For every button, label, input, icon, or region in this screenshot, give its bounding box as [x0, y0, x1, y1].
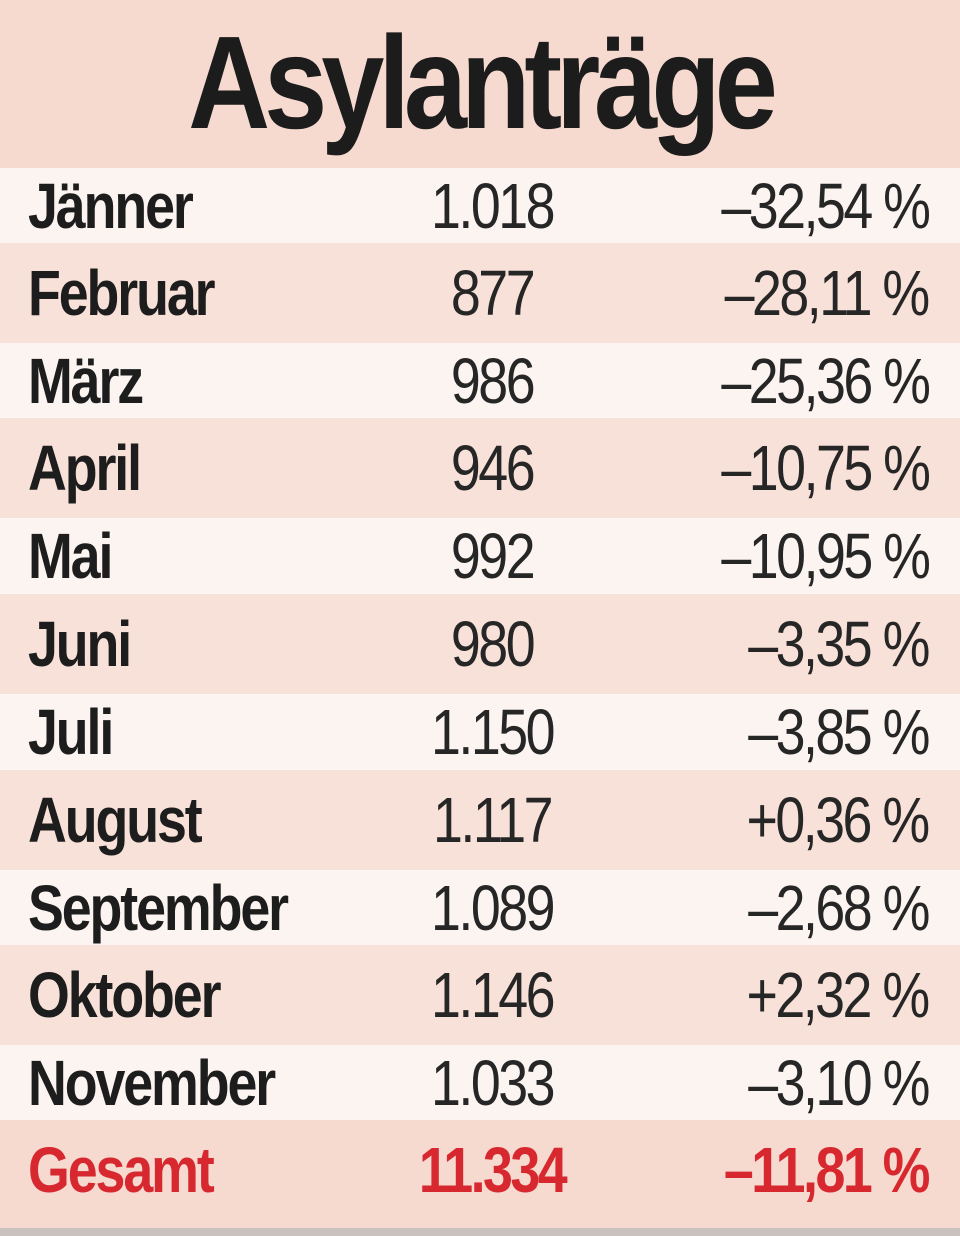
- change-percent: –3,85 %: [748, 696, 930, 768]
- change-percent: –2,68 %: [748, 871, 930, 944]
- change-percent: –10,95 %: [720, 520, 931, 592]
- table-row: Juni 980 –3,35 %: [0, 594, 960, 694]
- application-count: 1.117: [433, 784, 553, 856]
- bottom-divider: [0, 1228, 960, 1236]
- chart-title: Asylanträge: [188, 8, 778, 156]
- table-row: Jänner 1.018 –32,54 %: [0, 168, 960, 243]
- total-count: 11.334: [418, 1134, 568, 1206]
- month-label: Juni: [28, 608, 132, 680]
- application-count: 1.033: [431, 1046, 555, 1119]
- month-label: Jänner: [28, 169, 194, 242]
- change-percent: –28,11 %: [724, 257, 931, 329]
- total-change-percent: –11,81 %: [723, 1134, 931, 1206]
- month-label: Februar: [28, 257, 216, 329]
- month-label: Mai: [28, 520, 113, 592]
- change-percent: –32,54 %: [720, 169, 931, 242]
- table-row: August 1.117 +0,36 %: [0, 770, 960, 870]
- month-label: Oktober: [28, 959, 222, 1031]
- application-count: 946: [450, 432, 536, 504]
- table-row: November 1.033 –3,10 %: [0, 1045, 960, 1120]
- application-count: 877: [450, 257, 536, 329]
- table-row: März 986 –25,36 %: [0, 343, 960, 418]
- month-label: September: [28, 871, 289, 944]
- month-label: April: [28, 432, 142, 504]
- application-count: 1.018: [431, 169, 555, 242]
- application-count: 980: [450, 608, 536, 680]
- application-count: 1.146: [431, 959, 555, 1031]
- table-row: April 946 –10,75 %: [0, 418, 960, 518]
- table-row: September 1.089 –2,68 %: [0, 870, 960, 945]
- table-row: Juli 1.150 –3,85 %: [0, 694, 960, 770]
- month-label: August: [28, 784, 203, 856]
- total-label: Gesamt: [28, 1134, 215, 1206]
- change-percent: +2,32 %: [746, 959, 931, 1031]
- change-percent: +0,36 %: [746, 784, 931, 856]
- table-row: Oktober 1.146 +2,32 %: [0, 945, 960, 1045]
- change-percent: –3,35 %: [748, 608, 930, 680]
- change-percent: –25,36 %: [720, 344, 931, 417]
- table-row: Mai 992 –10,95 %: [0, 518, 960, 594]
- application-count: 986: [450, 344, 536, 417]
- change-percent: –10,75 %: [720, 432, 931, 504]
- application-count: 992: [450, 520, 536, 592]
- table-row: Februar 877 –28,11 %: [0, 243, 960, 343]
- total-row: Gesamt 11.334 –11,81 %: [0, 1120, 960, 1220]
- month-label: November: [28, 1046, 276, 1119]
- month-label: Juli: [28, 696, 114, 768]
- data-table: Jänner 1.018 –32,54 % Februar 877 –28,11 % Mär…: [0, 168, 960, 1220]
- month-label: März: [28, 344, 144, 417]
- application-count: 1.150: [431, 696, 555, 768]
- application-count: 1.089: [431, 871, 555, 944]
- change-percent: –3,10 %: [748, 1046, 930, 1119]
